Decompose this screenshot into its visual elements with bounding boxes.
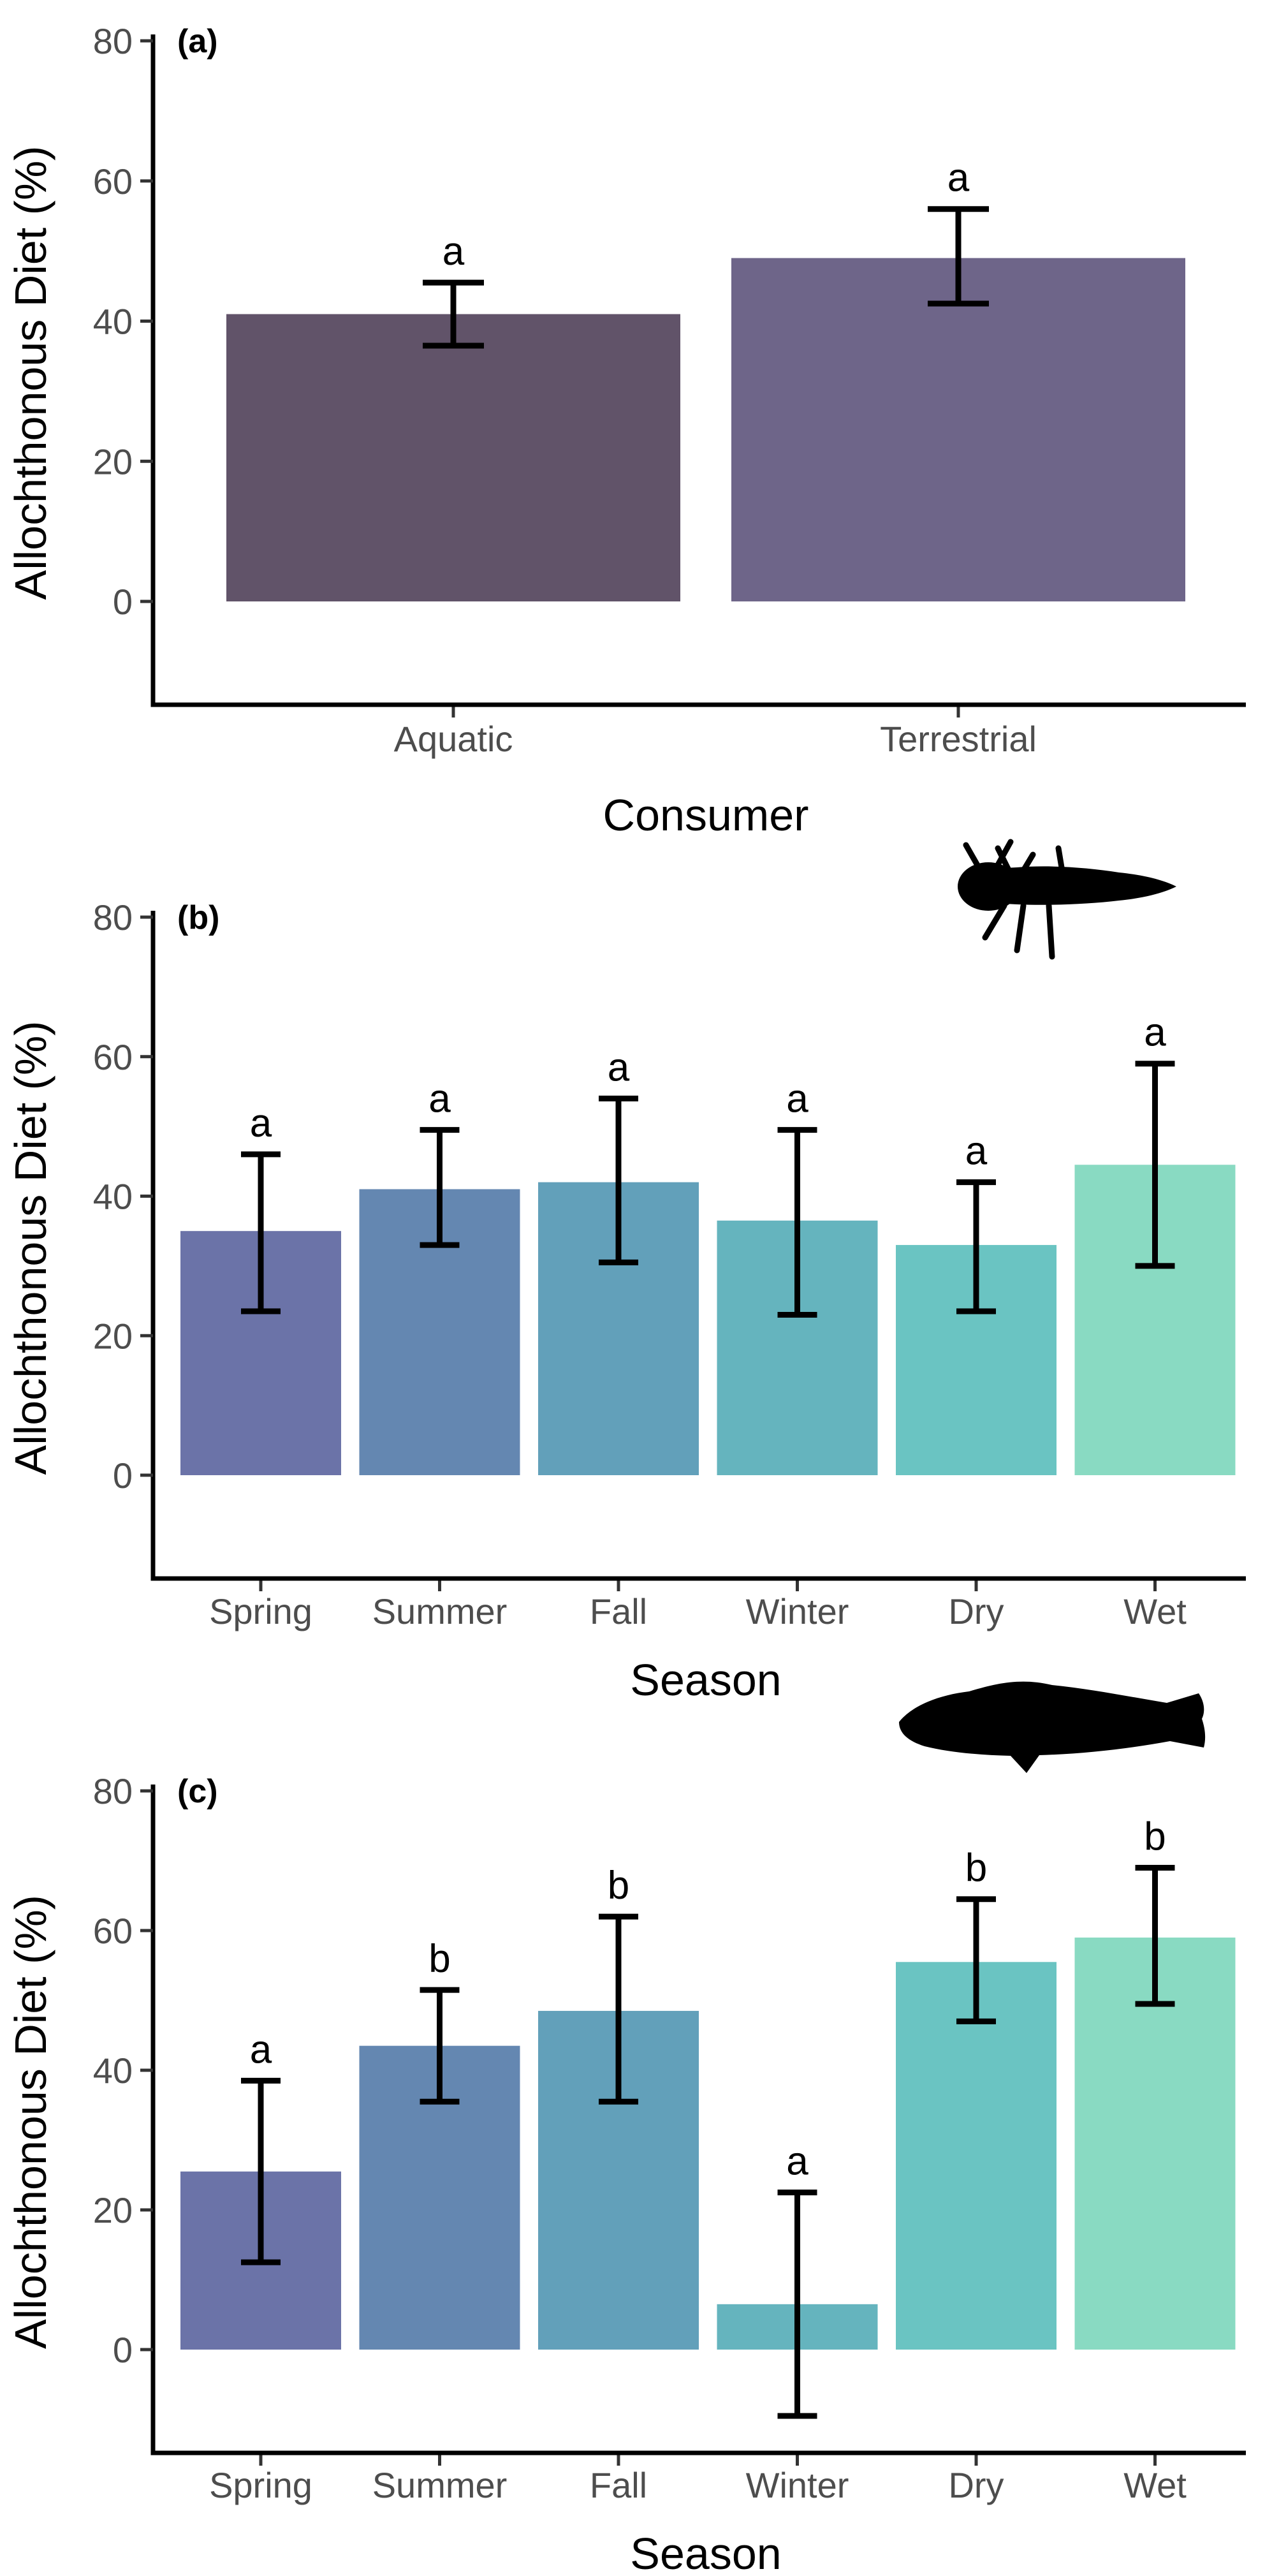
y-axis-title: Allochthonous Diet (%) [6,1021,55,1475]
y-tick-label: 40 [93,302,133,342]
error-bar-dry [956,1179,996,1314]
error-bar-winter [777,1127,817,1318]
error-bar-wet [1135,1864,1175,2007]
x-axis-title: Consumer [603,790,809,840]
fish-icon [899,1681,1206,1773]
y-tick-label: 80 [93,21,133,61]
x-tick-label-spring: Spring [209,1591,312,1631]
chart-panel-b: a Spring a Summer a Fall a Winter a Dry a Wet 0 20 40 6… [6,839,1246,1705]
y-tick-label: 60 [93,1037,133,1077]
error-bar-dry [956,1896,996,2024]
significance-label-dry: a [965,1130,988,1174]
chart-panel-c: a Spring b Summer b Fall a Winter b Dry b Wet 0 20 40 6… [6,1681,1246,2576]
significance-label-summer: a [428,1077,451,1121]
y-tick-label: 60 [93,161,133,202]
significance-label-wet: b [1144,1814,1166,1858]
y-tick-label: 20 [93,1316,133,1356]
significance-label-fall: b [608,1864,629,1908]
x-tick-label-fall: Fall [590,1591,647,1631]
error-bar-fall [599,1913,638,2105]
y-tick-label: 0 [113,1455,133,1496]
y-tick-label: 80 [93,1771,133,1811]
significance-label-dry: b [965,1846,987,1890]
y-tick-label: 0 [113,2330,133,2370]
x-tick-label-summer: Summer [372,2465,508,2505]
y-tick-label: 20 [93,2190,133,2230]
error-bar-fall [599,1095,638,1265]
error-bar-wet [1135,1061,1175,1269]
bar-dry [896,1962,1057,2350]
aquatic-insect-icon [958,839,1176,960]
x-tick-label-wet: Wet [1123,1591,1187,1631]
significance-label-fall: a [608,1045,630,1089]
x-tick-label-winter: Winter [746,2465,849,2505]
error-bar-spring [241,1151,281,1314]
error-bar-aquatic [423,279,484,349]
x-tick-label-fall: Fall [590,2465,647,2505]
bar-terrestrial [731,258,1185,601]
y-tick-label: 80 [93,897,133,938]
x-tick-label-winter: Winter [746,1591,849,1631]
panel-label: (b) [177,899,219,936]
x-tick-label-wet: Wet [1123,2465,1187,2505]
significance-label-winter: a [786,2140,808,2184]
error-bar-summer [420,1987,460,2105]
y-tick-label: 20 [93,441,133,482]
error-bar-spring [241,2077,281,2265]
y-tick-label: 60 [93,1911,133,1951]
significance-label-terrestrial: a [947,156,970,200]
x-tick-label-terrestrial: Terrestrial [880,719,1037,759]
significance-label-aquatic: a [442,230,465,274]
significance-label-winter: a [786,1077,808,1121]
error-bar-terrestrial [928,206,989,307]
x-tick-label-dry: Dry [948,1591,1004,1631]
significance-label-wet: a [1144,1011,1166,1055]
error-bar-summer [420,1127,460,1248]
panel-label: (c) [177,1773,218,1810]
x-tick-label-spring: Spring [209,2465,312,2505]
error-bar-winter [777,2190,817,2419]
axes [150,1785,1246,2455]
axes [150,911,1246,1581]
x-axis-title: Season [630,1655,781,1705]
chart-panel-a: a Aquatic a Terrestrial 0 20 40 60 80 Allochthono… [6,21,1246,840]
y-axis-title: Allochthonous Diet (%) [6,146,55,600]
axes [150,34,1246,707]
y-tick-label: 0 [113,582,133,622]
significance-label-spring: a [250,1101,272,1145]
significance-label-summer: b [428,1937,450,1981]
x-tick-label-summer: Summer [372,1591,508,1631]
bar-aquatic [226,314,680,601]
x-tick-label-dry: Dry [948,2465,1004,2505]
y-tick-label: 40 [93,1177,133,1217]
panel-label: (a) [177,23,218,60]
y-axis-title: Allochthonous Diet (%) [6,1895,55,2349]
significance-label-spring: a [250,2028,272,2072]
x-tick-label-aquatic: Aquatic [394,719,513,759]
x-axis-title: Season [630,2529,781,2576]
y-tick-label: 40 [93,2050,133,2091]
